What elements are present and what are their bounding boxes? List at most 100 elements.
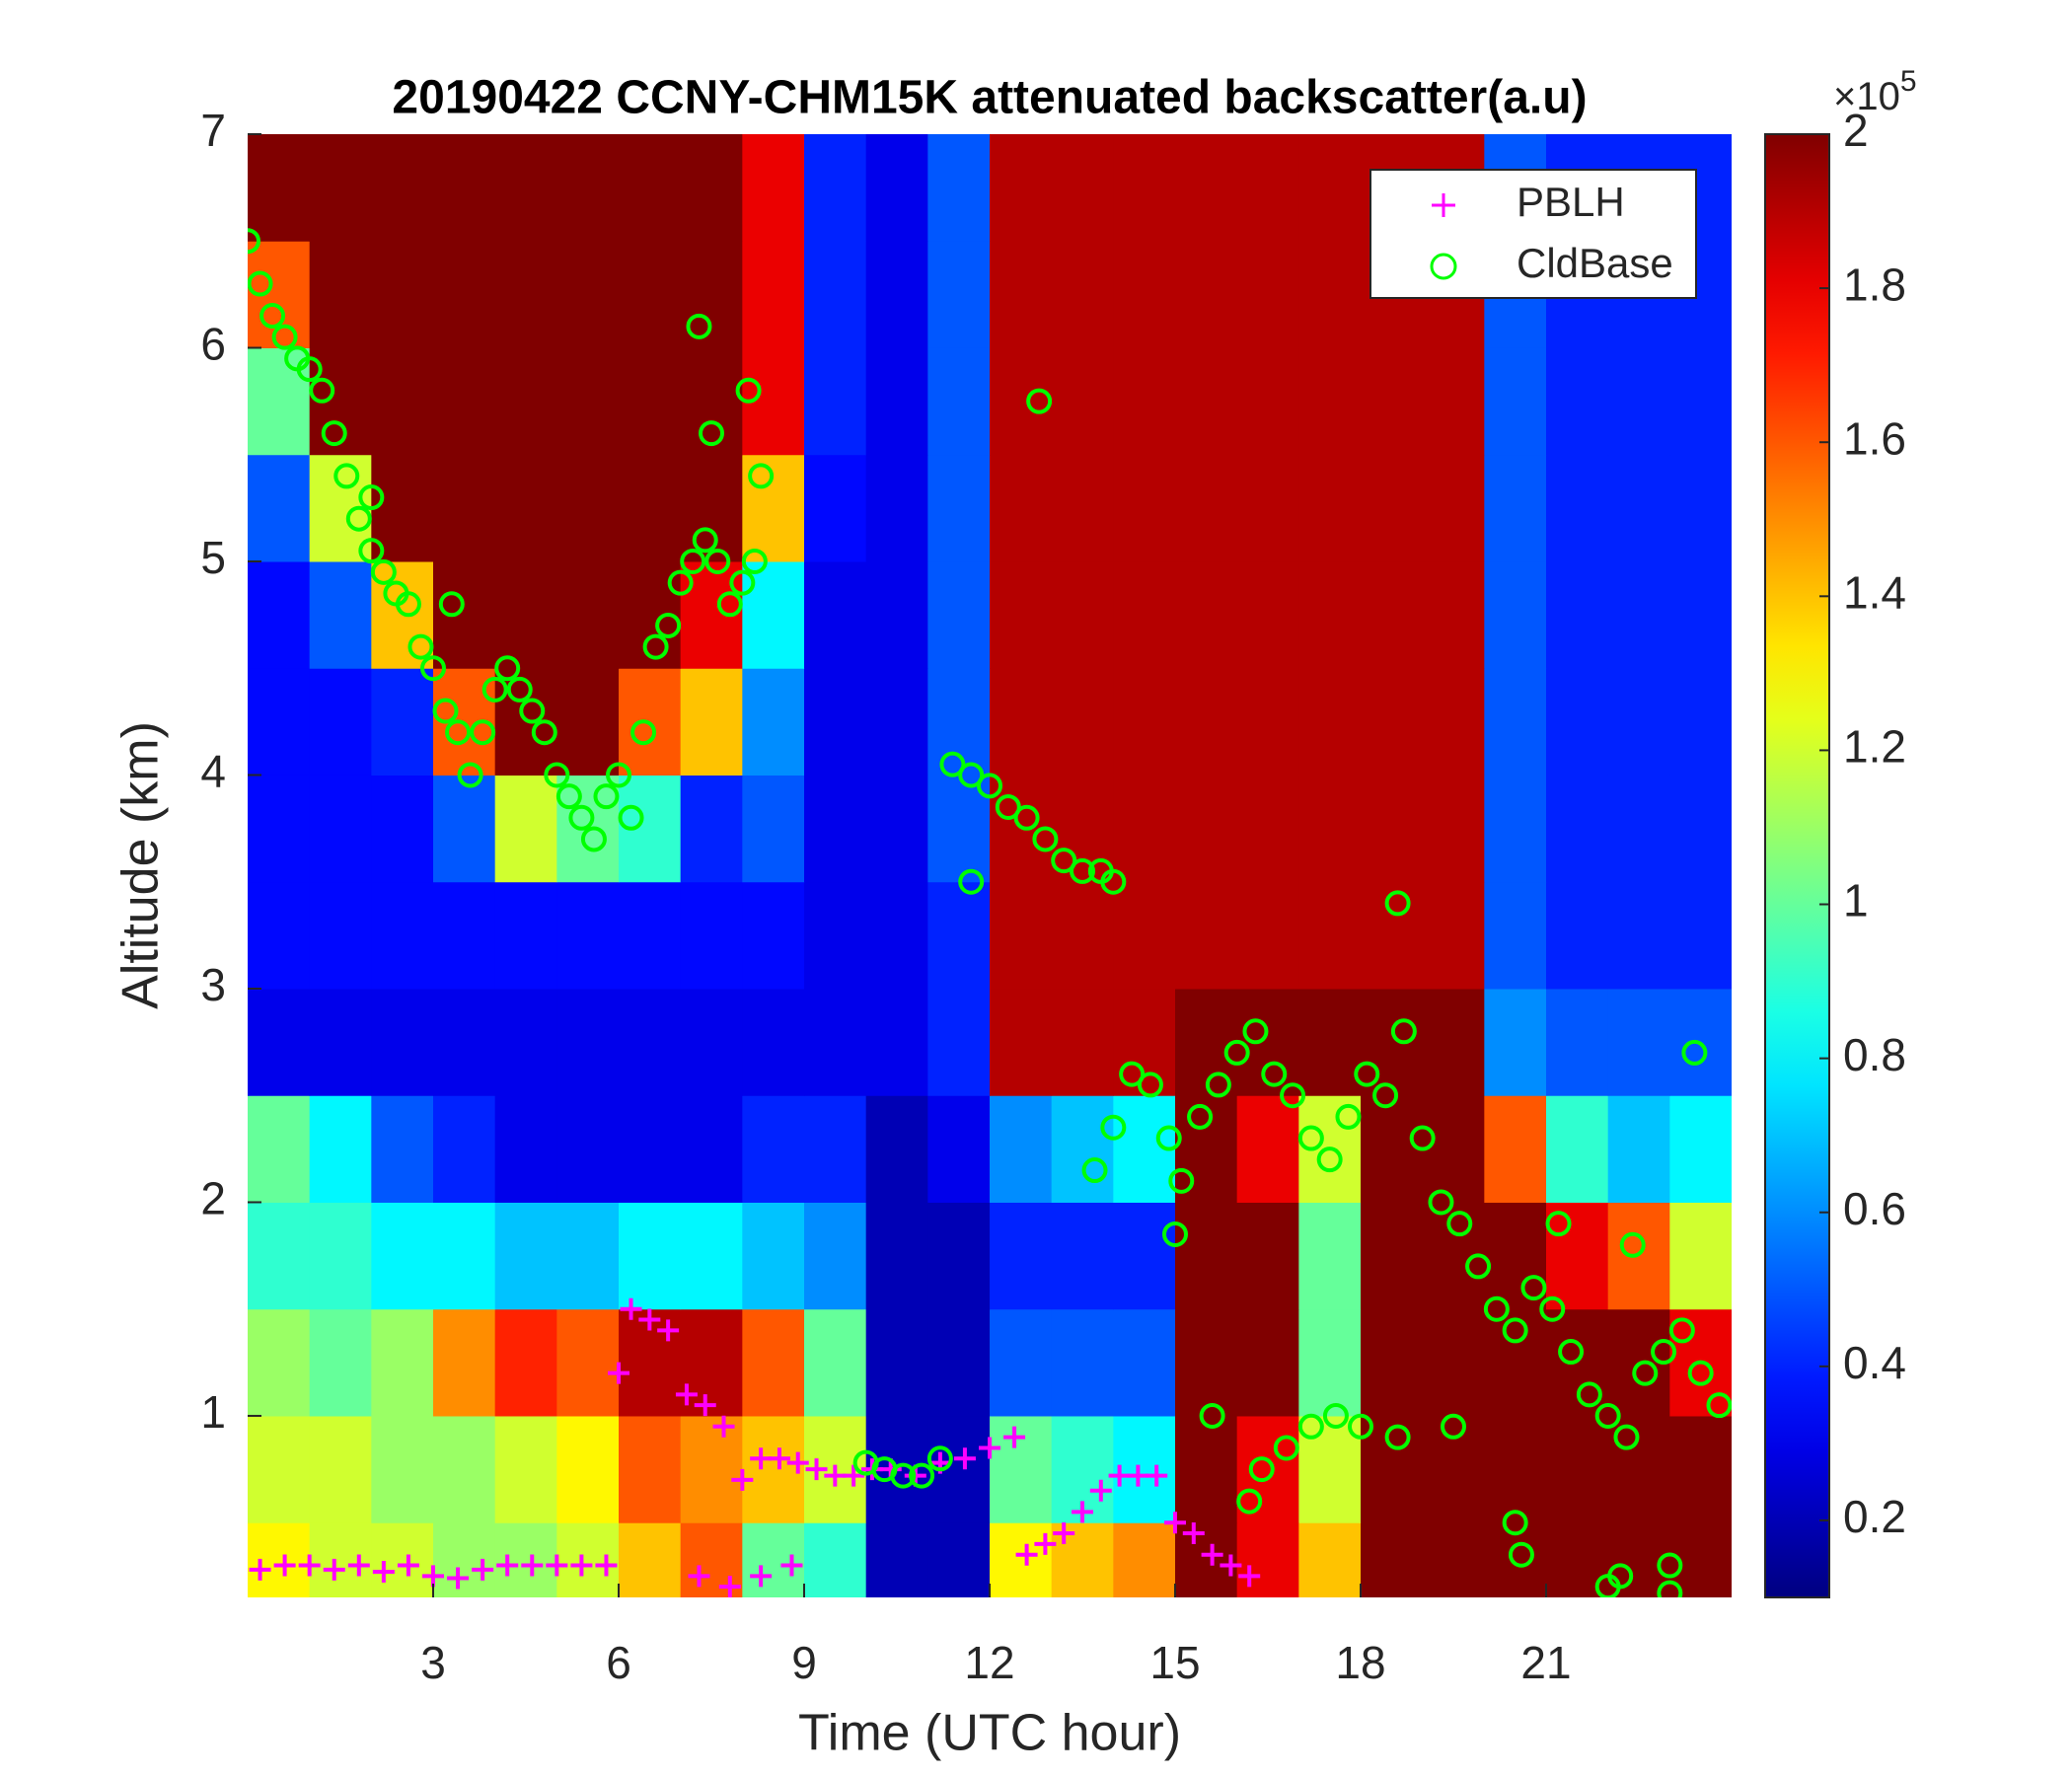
heatmap-cell [865, 881, 928, 990]
heatmap-cell [1298, 134, 1362, 242]
heatmap-cell [927, 560, 991, 669]
cloud-base-point [692, 527, 718, 554]
cloud-base-point [890, 1462, 917, 1489]
cloud-base-point [1297, 1413, 1324, 1440]
heatmap-cell [494, 454, 557, 562]
heatmap-cell [804, 668, 867, 776]
heatmap-cell [1669, 560, 1732, 669]
heatmap-cell [248, 1095, 311, 1203]
heatmap-cell [742, 1308, 805, 1417]
cloud-base-point [1119, 1061, 1146, 1087]
heatmap-cell [494, 1095, 557, 1203]
pblh-point [657, 1319, 680, 1342]
cloud-base-point [716, 591, 743, 618]
colorbar-multiplier: ×105 [1833, 65, 1917, 118]
cloud-base-point [1032, 826, 1059, 852]
heatmap-cell [927, 1095, 991, 1203]
heatmap-cell [494, 241, 557, 348]
heatmap-cell [1113, 775, 1176, 883]
heatmap-cell [680, 134, 743, 242]
heatmap-cell [371, 881, 434, 990]
pblh-point [731, 1468, 754, 1491]
pblh-point [1003, 1426, 1026, 1448]
cloud-base-point [470, 719, 496, 746]
cloud-base-point [1428, 1189, 1454, 1216]
y-tick-label: 2 [200, 1173, 226, 1224]
heatmap-cell [804, 241, 867, 348]
heatmap-cell [680, 668, 743, 776]
colorbar-tick-label: 0.2 [1843, 1491, 1906, 1542]
cloud-base-point [1273, 1435, 1299, 1461]
heatmap-cell [1236, 1415, 1299, 1523]
heatmap-cell [1484, 1415, 1547, 1523]
multiplier-exponent: 5 [1900, 65, 1917, 98]
cloud-base-point [1354, 1061, 1380, 1087]
heatmap-cell [865, 988, 928, 1096]
heatmap-cell [1175, 1308, 1238, 1417]
heatmap-cell [742, 454, 805, 562]
pblh-point [786, 1451, 809, 1474]
heatmap-cell [1113, 347, 1176, 456]
pblh-point [372, 1561, 395, 1584]
cloud-base-point [1508, 1541, 1534, 1568]
heatmap-cell [1361, 1202, 1424, 1310]
heatmap-cell [1051, 1095, 1114, 1203]
cloud-base-point [345, 505, 372, 532]
cloud-base-point [1613, 1424, 1640, 1450]
heatmap-cell [1113, 1522, 1176, 1597]
heatmap-cell [1422, 454, 1485, 562]
heatmap-cell [1361, 347, 1424, 456]
heatmap-cell [248, 988, 311, 1096]
cloud-base-point [1297, 1125, 1324, 1151]
cloud-base-point [395, 591, 421, 618]
colorbar-tick-label: 2 [1843, 105, 1869, 156]
heatmap-cell [927, 668, 991, 776]
cloud-base-point [1446, 1211, 1473, 1237]
cloud-base-point [296, 356, 323, 383]
heatmap-cell [1051, 988, 1114, 1096]
heatmap-cell [680, 454, 743, 562]
heatmap-cell [927, 347, 991, 456]
heatmap-cell [1484, 1202, 1547, 1310]
cloud-base-point [271, 324, 298, 350]
x-tick-label: 6 [606, 1637, 631, 1688]
x-tick-label: 3 [420, 1637, 446, 1688]
pblh-point [675, 1383, 698, 1406]
pblh-point [1146, 1464, 1168, 1487]
pblh-point [824, 1464, 847, 1487]
heatmap-cell [865, 775, 928, 883]
cloud-base-point [407, 633, 434, 660]
heatmap-cell [804, 881, 867, 990]
heatmap-cell [680, 881, 743, 990]
heatmap-cell [433, 775, 496, 883]
heatmap-cell [1175, 347, 1238, 456]
heatmap-cell [1422, 560, 1485, 669]
heatmap-cell [1361, 775, 1424, 883]
heatmap-cell [309, 668, 372, 776]
pblh-point [750, 1447, 773, 1470]
colorbar-tick-label: 1.2 [1843, 721, 1906, 773]
heatmap-cell [1422, 988, 1485, 1096]
heatmap-cell [1422, 347, 1485, 456]
heatmap-cell [1298, 775, 1362, 883]
heatmap-cell [371, 1095, 434, 1203]
heatmap-cell [1051, 881, 1114, 990]
cloud-base-point [370, 558, 397, 585]
heatmap-cell [990, 1095, 1053, 1203]
heatmap-cell [804, 134, 867, 242]
heatmap-cell [433, 881, 496, 990]
cloud-base-point [358, 484, 385, 511]
heatmap-cell [248, 560, 311, 669]
heatmap-cell [1236, 1202, 1299, 1310]
heatmap-cell [309, 1202, 372, 1310]
colorbar-tick-label: 1.4 [1843, 566, 1906, 618]
cloud-base-point [1706, 1392, 1732, 1419]
cloud-base-point [309, 377, 335, 404]
heatmap-cell [371, 241, 434, 348]
cloud-base-point [1384, 890, 1411, 917]
cloud-base-point [259, 303, 286, 330]
heatmap-cell [1546, 775, 1609, 883]
heatmap-cell [433, 1308, 496, 1417]
heatmap-cell [309, 988, 372, 1096]
heatmap-cell [433, 560, 496, 669]
